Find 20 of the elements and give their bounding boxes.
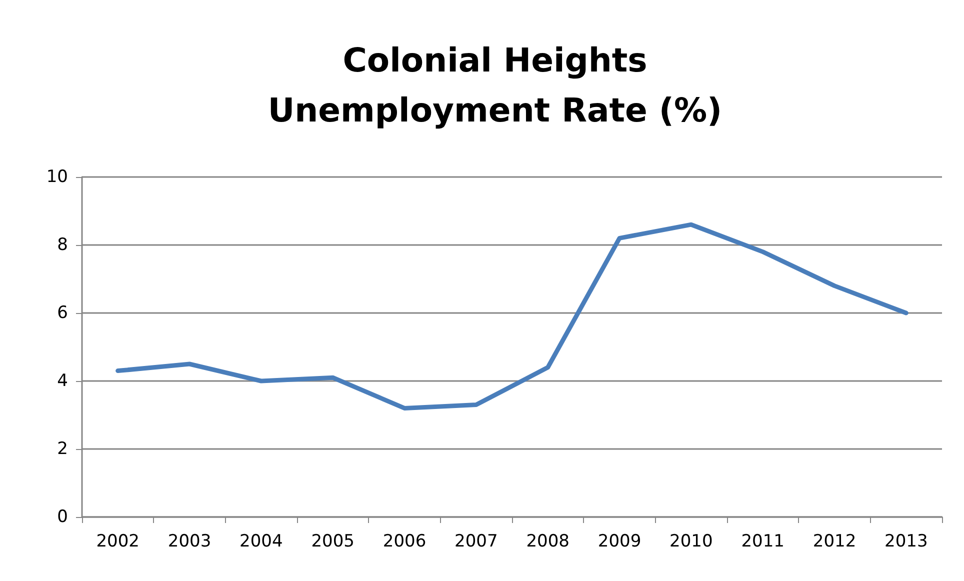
x-tick-label: 2011: [741, 532, 784, 552]
x-tick-label: 2006: [382, 532, 426, 552]
x-tick-label: 2005: [311, 532, 354, 552]
y-tick-label: 2: [57, 439, 68, 459]
x-tick-label: 2007: [454, 532, 498, 552]
y-tick-label: 6: [57, 303, 68, 323]
y-tick-label: 8: [57, 235, 68, 255]
y-tick-label: 0: [57, 507, 68, 527]
x-tick-label: 2008: [526, 532, 570, 552]
x-tick-label: 2010: [670, 532, 713, 552]
y-tick-label: 4: [57, 371, 68, 391]
x-tick-label: 2009: [598, 532, 642, 552]
chart-title: Colonial Heights Unemployment Rate (%): [268, 40, 722, 130]
y-tick-label: 10: [46, 167, 68, 187]
x-tick-label: 2004: [240, 532, 283, 552]
x-tick-label: 2013: [884, 532, 928, 552]
x-tick-label: 2002: [96, 532, 140, 552]
x-tick-label: 2012: [812, 532, 856, 552]
line-series: [116, 222, 908, 410]
x-tick-label: 2003: [168, 532, 212, 552]
